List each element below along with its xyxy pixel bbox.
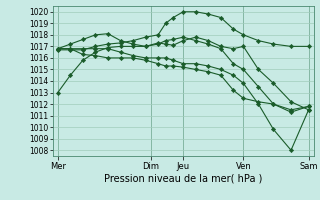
X-axis label: Pression niveau de la mer( hPa ): Pression niveau de la mer( hPa )	[104, 173, 262, 183]
